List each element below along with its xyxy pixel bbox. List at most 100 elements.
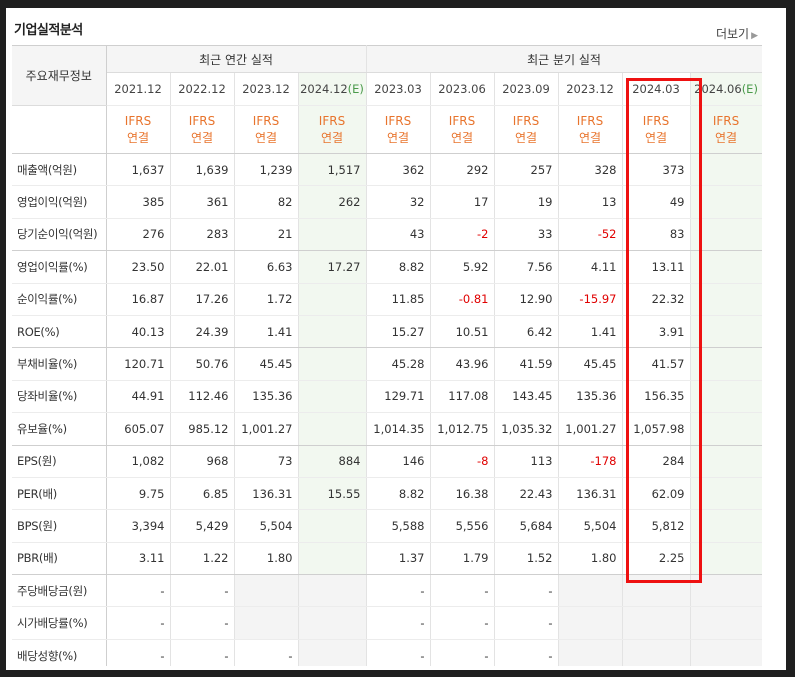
consolidated-label: 연결 — [514, 130, 538, 145]
table-cell: 1,239 — [234, 153, 299, 187]
table-cell: 10.51 — [430, 315, 495, 349]
row-label: 영업이익(억원) — [12, 185, 107, 219]
table-row: 순이익률(%) 16.87 17.26 1.72 11.85 -0.81 12.90 -15.… — [12, 283, 762, 316]
table-cell: 5,504 — [558, 509, 623, 543]
table-cell: 385 — [106, 185, 171, 219]
more-label: 더보기 — [715, 27, 750, 41]
table-cell: 1.72 — [234, 283, 299, 316]
table-row: 당좌비율(%) 44.91 112.46 135.36 129.71 117.08 143.… — [12, 380, 762, 414]
table-cell: 1.41 — [558, 315, 623, 349]
table-cell: 83 — [622, 218, 691, 252]
ifrs-badge: IFRS 연결 — [298, 105, 367, 154]
table-cell: 156.35 — [622, 380, 691, 414]
table-cell: 17 — [430, 185, 495, 219]
table-cell: 2.25 — [622, 542, 691, 576]
consolidated-label: 연결 — [254, 130, 278, 145]
period-header-quarter: 2023.03 — [365, 72, 431, 106]
table-cell: 1.80 — [234, 542, 299, 576]
row-label: PBR(배) — [12, 542, 107, 576]
scroll-area — [764, 8, 786, 670]
table-cell: 1,639 — [170, 153, 235, 187]
company-performance-panel: 기업실적분석 더보기 ▶ 주요재무정보 최근 연간 실적 최근 분기 실적 202… — [6, 8, 786, 670]
table-cell: 22.01 — [170, 250, 235, 284]
annual-group-header: 최근 연간 실적 — [106, 45, 367, 73]
table-cell: 361 — [170, 185, 235, 219]
estimate-suffix: (E) — [347, 82, 364, 96]
row-label: 시가배당률(%) — [12, 606, 107, 640]
table-cell: 1,012.75 — [430, 412, 495, 446]
table-cell — [298, 283, 367, 316]
period-date: 2021.12 — [114, 82, 162, 96]
table-row: 매출액(억원) 1,637 1,639 1,239 1,517 362 292 257 328 3… — [12, 153, 762, 187]
table-cell: 5,684 — [494, 509, 559, 543]
table-row: 영업이익(억원) 385 361 82 262 32 17 19 13 49 — [12, 185, 762, 219]
table-cell: 7.56 — [494, 250, 559, 284]
row-label: 배당성향(%) — [12, 639, 107, 666]
ifrs-badge: IFRS 연결 — [170, 105, 235, 154]
consolidated-label: 연결 — [320, 130, 344, 145]
table-cell — [690, 445, 762, 478]
period-date: 2023.12 — [566, 82, 614, 96]
table-cell: 1,001.27 — [558, 412, 623, 446]
table-cell — [690, 412, 762, 446]
table-cell: - — [430, 606, 495, 640]
table-cell: 135.36 — [234, 380, 299, 414]
quarter-group-header: 최근 분기 실적 — [365, 45, 762, 73]
table-row: 부채비율(%) 120.71 50.76 45.45 45.28 43.96 41.59 45… — [12, 347, 762, 381]
table-cell — [234, 606, 299, 640]
table-cell — [690, 250, 762, 284]
table-cell: 17.27 — [298, 250, 367, 284]
table-cell: 43 — [365, 218, 431, 252]
table-cell: 23.50 — [106, 250, 171, 284]
table-cell: - — [365, 574, 431, 608]
table-cell: 6.42 — [494, 315, 559, 349]
table-cell: 5.92 — [430, 250, 495, 284]
table-cell — [690, 153, 762, 187]
ifrs-label: IFRS — [124, 113, 152, 128]
table-cell: 884 — [298, 445, 367, 478]
table-cell — [298, 606, 367, 640]
table-cell — [298, 542, 367, 576]
table-row: PBR(배) 3.11 1.22 1.80 1.37 1.79 1.52 1.80 2.25 — [12, 542, 762, 576]
table-cell: 4.11 — [558, 250, 623, 284]
table-cell: 5,504 — [234, 509, 299, 543]
table-cell: - — [494, 574, 559, 608]
period-header-annual: 2024.12(E) — [298, 72, 367, 106]
table-cell: 1.41 — [234, 315, 299, 349]
table-cell: - — [170, 574, 235, 608]
table-cell — [234, 574, 299, 608]
table-cell — [298, 380, 367, 414]
consolidated-label: 연결 — [126, 130, 150, 145]
table-row: EPS(원) 1,082 968 73 884 146 -8 113 -178 284 — [12, 445, 762, 478]
period-date: 2022.12 — [178, 82, 226, 96]
ifrs-badge: IFRS 연결 — [494, 105, 559, 154]
table-cell: 283 — [170, 218, 235, 252]
row-label: BPS(원) — [12, 509, 107, 543]
table-cell: 15.55 — [298, 477, 367, 511]
table-cell — [298, 347, 367, 381]
table-cell: 1.52 — [494, 542, 559, 576]
ifrs-badge: IFRS 연결 — [234, 105, 299, 154]
table-cell: 45.28 — [365, 347, 431, 381]
period-header-quarter: 2023.06 — [430, 72, 495, 106]
table-cell: 284 — [622, 445, 691, 478]
table-cell: - — [494, 606, 559, 640]
period-date: 2024.06 — [694, 82, 742, 96]
table-cell: 5,556 — [430, 509, 495, 543]
table-cell: 3.11 — [106, 542, 171, 576]
table-cell: 73 — [234, 445, 299, 478]
period-date: 2023.09 — [502, 82, 550, 96]
table-cell — [558, 574, 623, 608]
table-cell: 146 — [365, 445, 431, 478]
table-cell: 135.36 — [558, 380, 623, 414]
table-cell — [690, 509, 762, 543]
table-cell: -52 — [558, 218, 623, 252]
more-link[interactable]: 더보기 ▶ — [716, 25, 758, 42]
table-cell — [298, 218, 367, 252]
row-label: PER(배) — [12, 477, 107, 511]
table-cell: 605.07 — [106, 412, 171, 446]
table-cell — [298, 412, 367, 446]
ifrs-badge: IFRS 연결 — [106, 105, 171, 154]
table-row: ROE(%) 40.13 24.39 1.41 15.27 10.51 6.42 1.41 3.… — [12, 315, 762, 349]
table-cell: 1,035.32 — [494, 412, 559, 446]
